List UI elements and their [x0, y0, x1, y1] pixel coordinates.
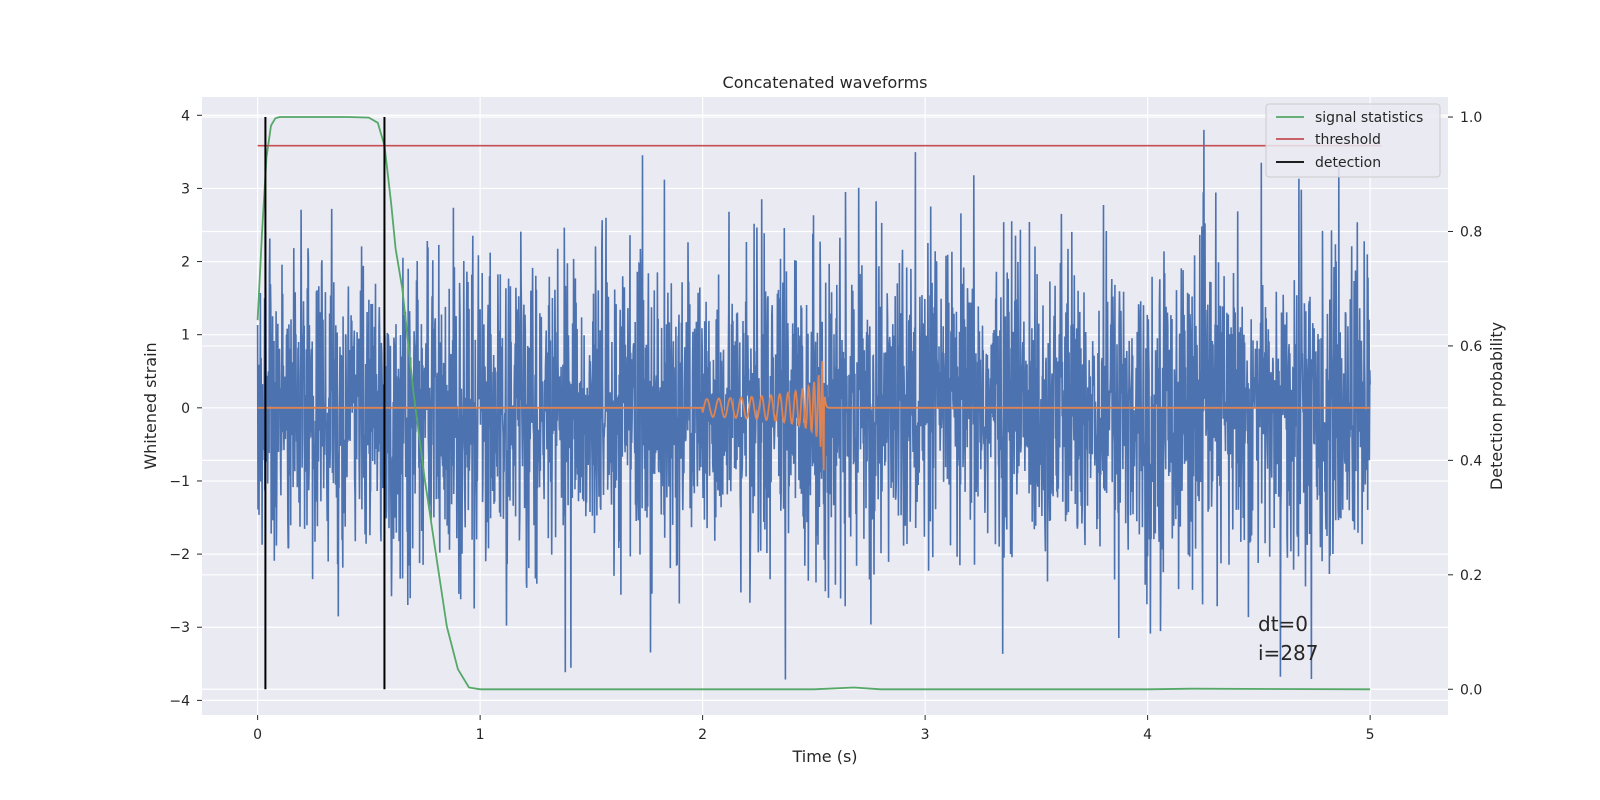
legend-box [1265, 103, 1441, 178]
legend-label-detection: detection [1315, 155, 1381, 171]
y-left-tick-label-3: −1 [169, 474, 190, 490]
y-axis-title-left: Whitened strain [141, 342, 160, 469]
y-axis-title-right: Detection probability [1487, 322, 1506, 490]
x-tick-label-1: 1 [476, 727, 485, 743]
x-tick-label-2: 2 [698, 727, 707, 743]
y-right-tick-label-4: 0.8 [1460, 224, 1482, 240]
signal-statistics-line [256, 116, 1371, 691]
x-tick-label-0: 0 [253, 727, 262, 743]
y-right-tick-label-5: 1.0 [1460, 110, 1482, 126]
y-right-tick-label-3: 0.6 [1460, 339, 1482, 355]
x-tick-label-3: 3 [921, 727, 930, 743]
y-right-tick-label-1: 0.2 [1460, 568, 1482, 584]
y-right-tick-label-2: 0.4 [1460, 453, 1482, 469]
y-left-tick-label-8: 4 [181, 108, 190, 124]
y-left-tick-label-4: 0 [181, 401, 190, 417]
y-left-tick-label-6: 2 [181, 255, 190, 271]
y-left-tick-label-0: −4 [169, 693, 190, 709]
noise-series-line [256, 129, 1371, 680]
x-tick-label-4: 4 [1143, 727, 1152, 743]
annotation-dt: dt=0 [1258, 612, 1308, 636]
legend-label-signal-statistics: signal statistics [1315, 110, 1423, 126]
injection-series-line [257, 361, 1371, 471]
x-tick-label-5: 5 [1366, 727, 1375, 743]
legend: signal statistics threshold detection [1265, 103, 1441, 178]
y-left-tick-label-5: 1 [181, 328, 190, 344]
x-axis-title: Time (s) [791, 747, 857, 766]
y-left-tick-label-7: 3 [181, 181, 190, 197]
y-right-tick-label-0: 0.0 [1460, 682, 1482, 698]
tick-marks [197, 114, 1453, 720]
y-left-tick-label-1: −3 [169, 620, 190, 636]
y-left-tick-label-2: −2 [169, 547, 190, 563]
legend-label-threshold: threshold [1315, 132, 1381, 148]
annotation-iteration: i=287 [1258, 641, 1319, 665]
series-layer [256, 116, 1382, 691]
chart-title: Concatenated waveforms [723, 73, 928, 92]
